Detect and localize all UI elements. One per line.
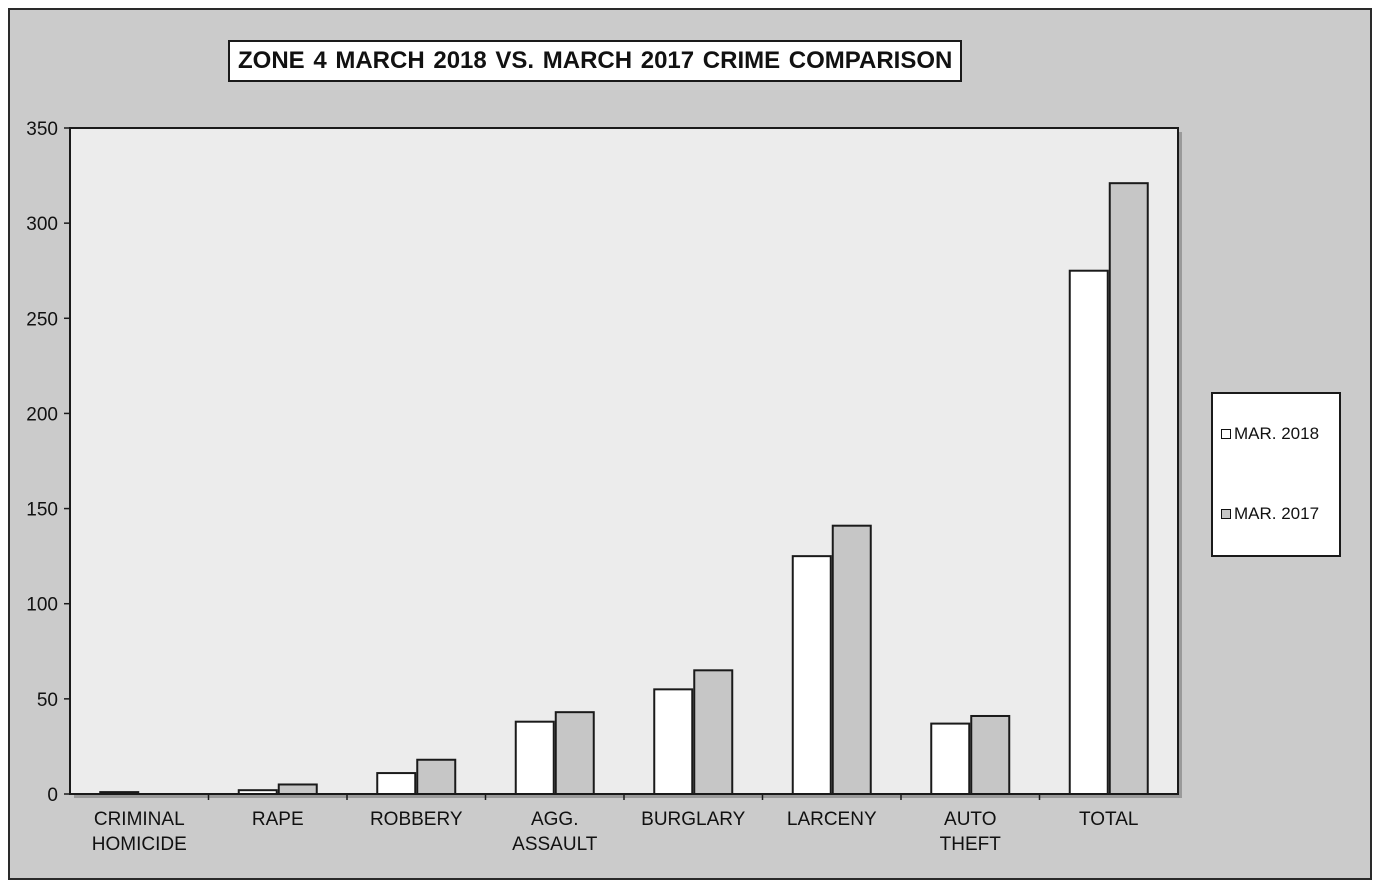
x-category-label: ASSAULT [512, 834, 598, 855]
bar-2017 [831, 524, 872, 795]
y-tick-label: 100 [26, 595, 58, 616]
bar-2017 [554, 711, 595, 795]
legend-swatch-2018 [1221, 429, 1231, 439]
legend-label-2018: MAR. 2018 [1234, 424, 1320, 443]
x-category-label: TOTAL [1079, 809, 1138, 830]
bar-2018 [514, 720, 555, 795]
legend-label-2017: MAR. 2017 [1234, 504, 1320, 523]
bar-2017 [693, 669, 734, 795]
y-tick-label: 200 [26, 404, 58, 425]
bar-2018 [1068, 269, 1109, 795]
bar-2018 [930, 722, 971, 796]
y-tick-label: 250 [26, 309, 58, 330]
plot-area [69, 127, 1179, 795]
x-category-label: BURGLARY [641, 809, 746, 830]
x-category-label: AUTO [944, 809, 996, 830]
x-category-label: AGG. [531, 809, 579, 830]
x-category-label: RAPE [252, 809, 304, 830]
y-tick-label: 350 [26, 119, 58, 140]
x-category-label: LARCENY [787, 809, 877, 830]
x-category-label: CRIMINAL [94, 809, 185, 830]
bar-2018 [791, 555, 832, 796]
x-category-label: ROBBERY [370, 809, 463, 830]
y-tick-label: 300 [26, 214, 58, 235]
legend: MAR. 2018 MAR. 2017 [1211, 392, 1341, 557]
bar-2018 [653, 688, 694, 795]
y-tick-label: 0 [47, 785, 58, 806]
bar-2017 [416, 758, 457, 796]
chart-title: ZONE 4 MARCH 2018 VS. MARCH 2017 CRIME C… [228, 40, 963, 82]
bar-2017 [277, 783, 318, 796]
y-tick-label: 50 [37, 690, 58, 711]
legend-item-2017: MAR. 2017 [1221, 504, 1319, 524]
legend-item-2018: MAR. 2018 [1221, 424, 1319, 444]
y-tick-label: 150 [26, 500, 58, 521]
bar-2018 [376, 772, 417, 795]
bar-2017 [970, 714, 1011, 795]
legend-swatch-2017 [1221, 509, 1231, 519]
x-category-label: THEFT [940, 834, 1002, 855]
bar-2017 [1108, 182, 1149, 795]
x-category-label: HOMICIDE [92, 834, 187, 855]
